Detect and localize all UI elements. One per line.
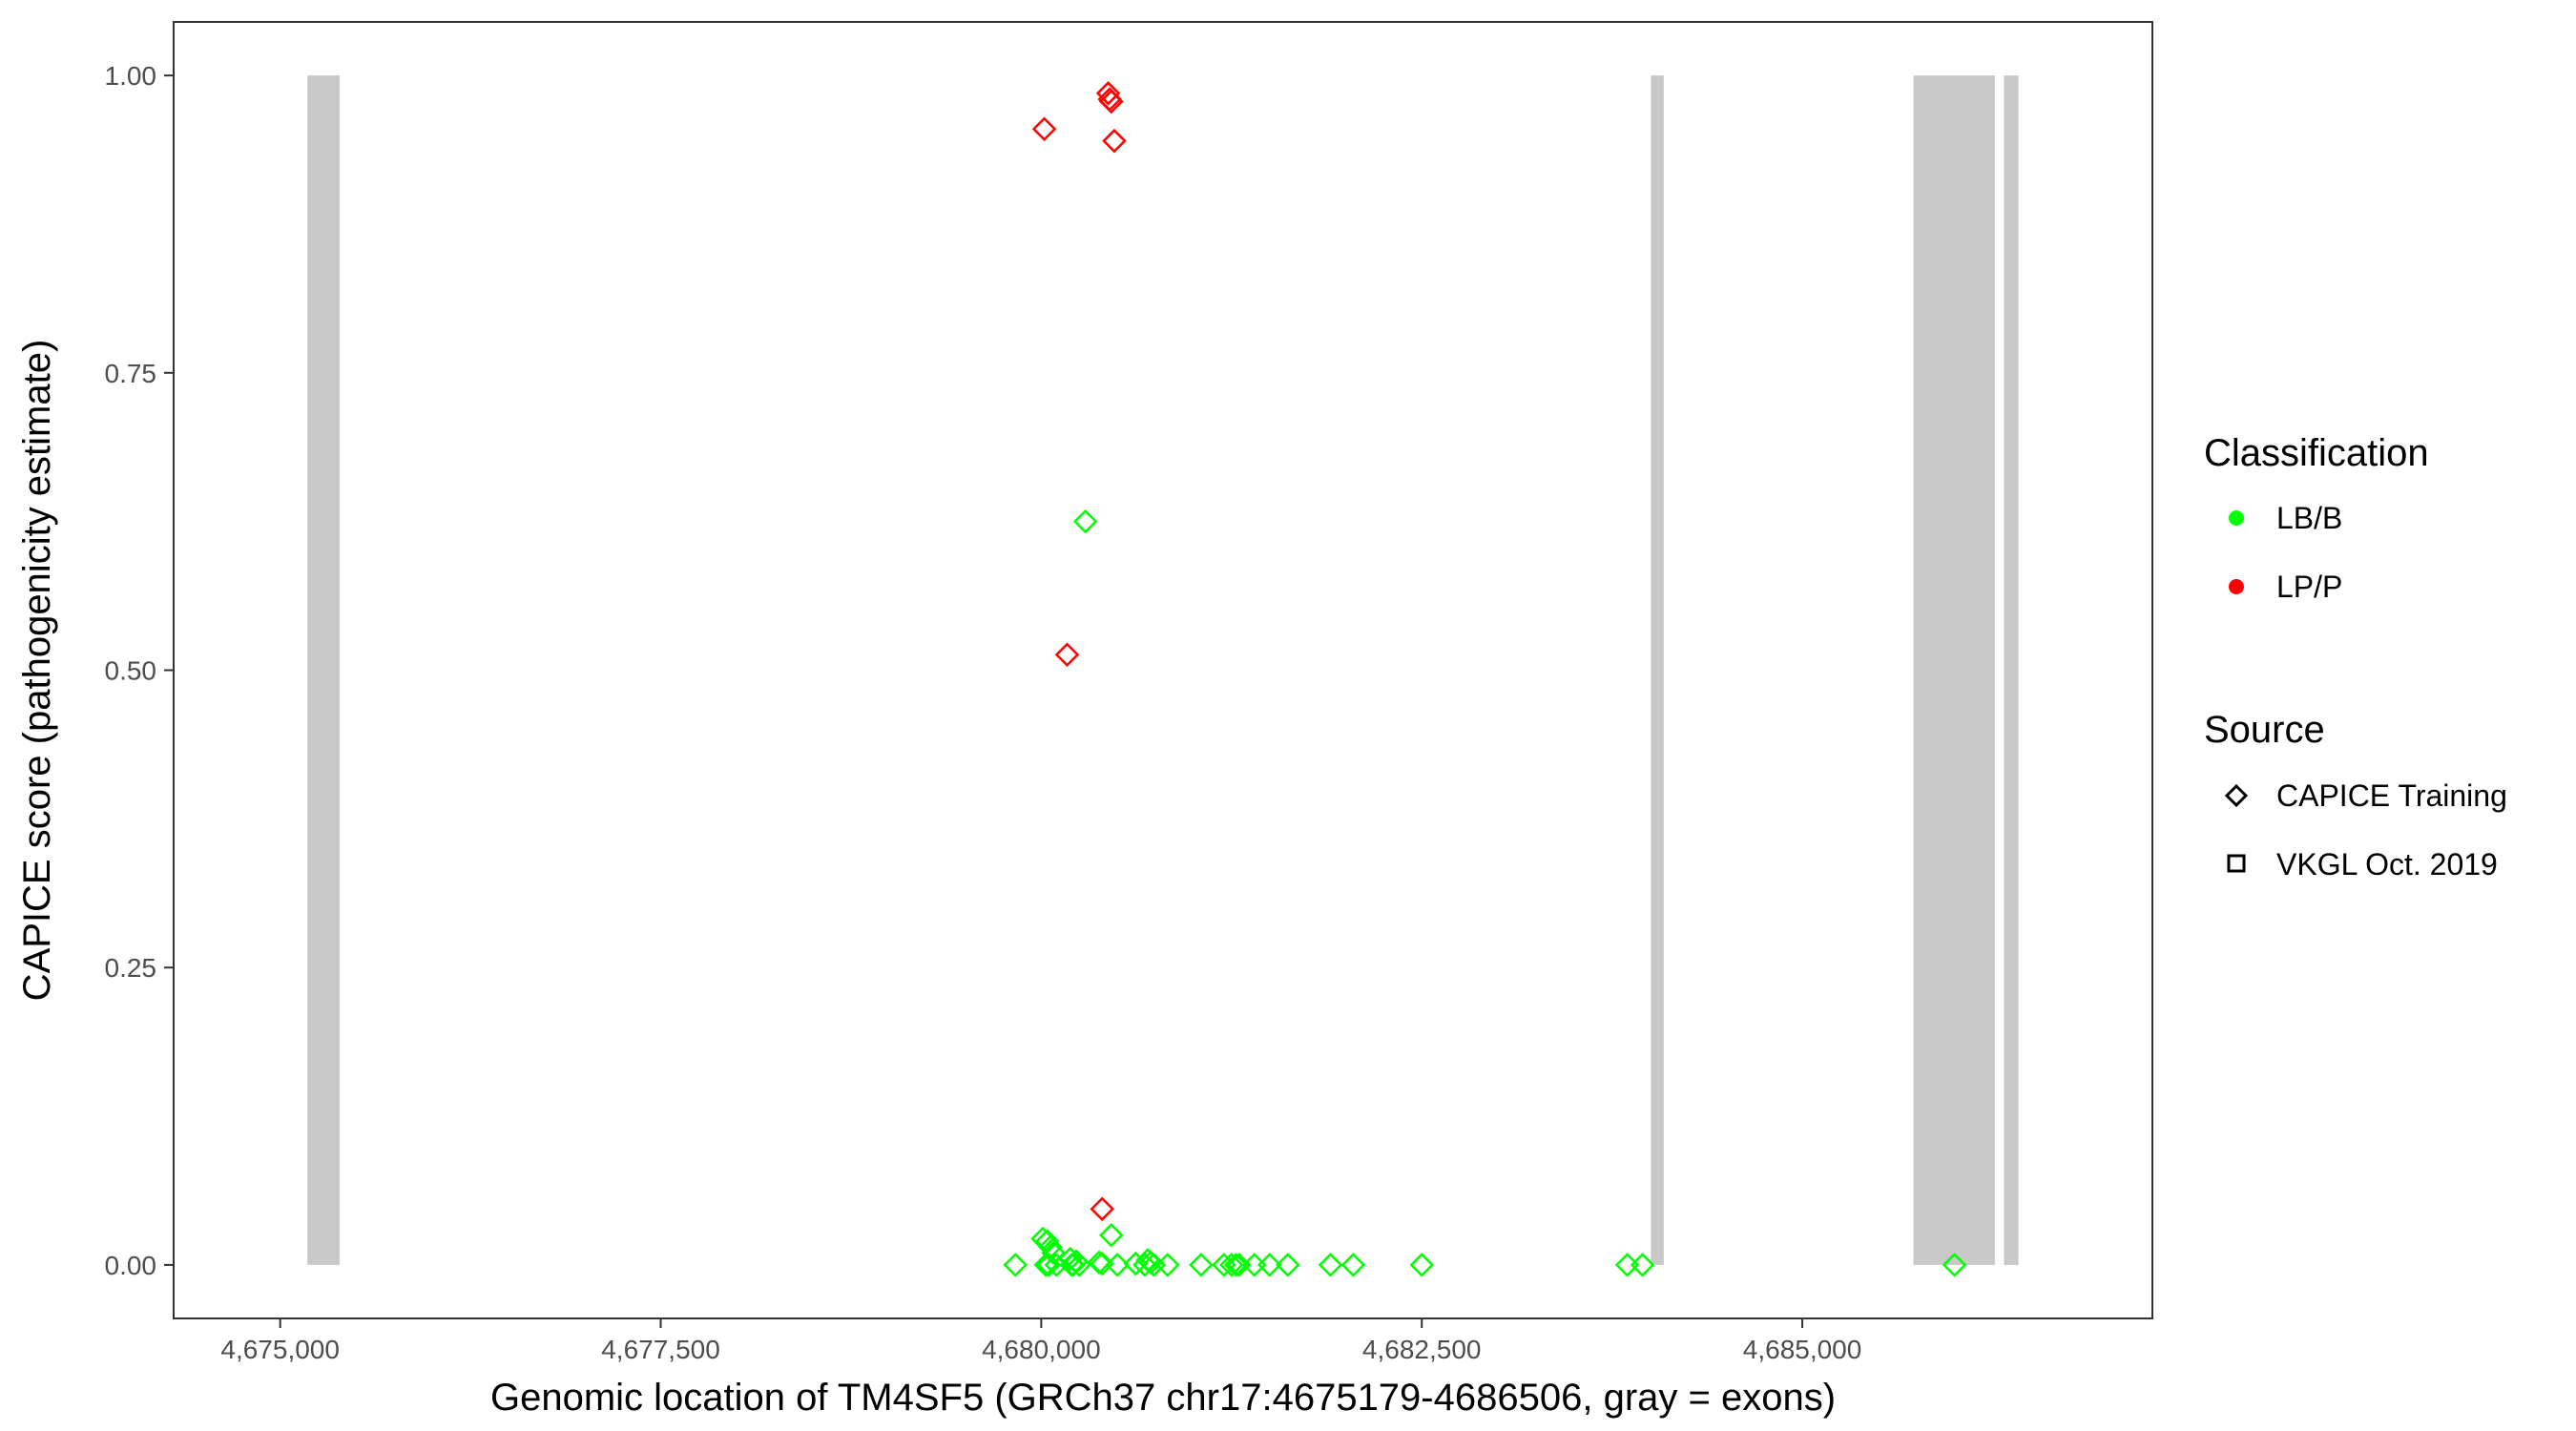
data-point — [1087, 1250, 1111, 1275]
legend-key-lb-b — [2229, 510, 2244, 526]
legend-label-lb-b: LB/B — [2276, 501, 2342, 535]
x-axis: 4,675,000 4,677,500 4,680,000 4,682,500 4,68… — [220, 1318, 1861, 1364]
plot-panel-border — [173, 21, 2153, 1319]
y-tick-label: 0.75 — [105, 359, 157, 388]
y-axis-title: CAPICE score (pathogenicity estimate) — [16, 340, 58, 1002]
exon-band — [1913, 75, 1995, 1265]
legend-label-lp-p: LP/P — [2276, 570, 2342, 604]
data-point — [1067, 1253, 1092, 1277]
legend-key-lp-p — [2229, 579, 2244, 594]
data-point — [1189, 1253, 1214, 1277]
data-point — [1276, 1253, 1300, 1277]
data-point — [1102, 128, 1127, 154]
exon-band-layer — [307, 75, 2019, 1265]
data-point — [1942, 1253, 1967, 1277]
y-tick-label: 1.00 — [105, 61, 157, 91]
data-point — [1036, 1253, 1062, 1277]
legend-title-source: Source — [2204, 709, 2325, 751]
data-point-layer — [1003, 81, 1967, 1277]
data-point — [1318, 1253, 1343, 1277]
data-point — [1098, 89, 1124, 114]
legend-label-vkgl-oct-2019: VKGL Oct. 2019 — [2276, 847, 2498, 881]
data-point — [1090, 1196, 1114, 1222]
y-tick-label: 0.25 — [105, 953, 157, 983]
data-point — [1072, 508, 1098, 534]
data-point — [1219, 1253, 1244, 1277]
y-axis: 0.00 0.25 0.50 0.75 1.00 — [105, 61, 174, 1280]
legend-label-capice-training: CAPICE Training — [2276, 778, 2507, 813]
x-tick-label: 4,677,500 — [601, 1335, 720, 1364]
data-point — [1031, 116, 1057, 141]
data-point — [1223, 1253, 1249, 1277]
data-point — [1034, 1229, 1060, 1254]
x-tick-label: 4,680,000 — [982, 1335, 1101, 1364]
data-point — [1257, 1253, 1282, 1277]
data-point — [1098, 1222, 1124, 1248]
data-point — [1090, 1251, 1114, 1276]
data-point — [1630, 1253, 1655, 1277]
legend: Classification LB/B LP/P Source CAPICE T… — [2204, 432, 2507, 881]
y-tick-label: 0.50 — [105, 656, 157, 686]
exon-band — [1651, 75, 1664, 1265]
data-point — [1095, 81, 1121, 106]
data-point — [1003, 1253, 1028, 1277]
y-tick-label: 0.00 — [105, 1251, 157, 1280]
x-axis-title: Genomic location of TM4SF5 (GRCh37 chr17… — [490, 1377, 1836, 1419]
data-point — [1054, 642, 1080, 668]
data-point — [1155, 1253, 1180, 1277]
data-point — [1614, 1253, 1640, 1277]
data-point — [1105, 1253, 1130, 1277]
legend-key-vkgl-oct-2019 — [2227, 854, 2246, 873]
exon-band — [2004, 75, 2019, 1265]
exon-band — [307, 75, 340, 1265]
data-point — [1033, 1253, 1058, 1277]
x-tick-label: 4,682,500 — [1362, 1335, 1482, 1364]
legend-key-capice-training — [2224, 783, 2249, 808]
x-tick-label: 4,675,000 — [220, 1335, 340, 1364]
data-point — [1340, 1253, 1366, 1277]
data-point — [1409, 1253, 1434, 1277]
x-tick-label: 4,685,000 — [1743, 1335, 1862, 1364]
legend-title-classification: Classification — [2204, 432, 2429, 474]
